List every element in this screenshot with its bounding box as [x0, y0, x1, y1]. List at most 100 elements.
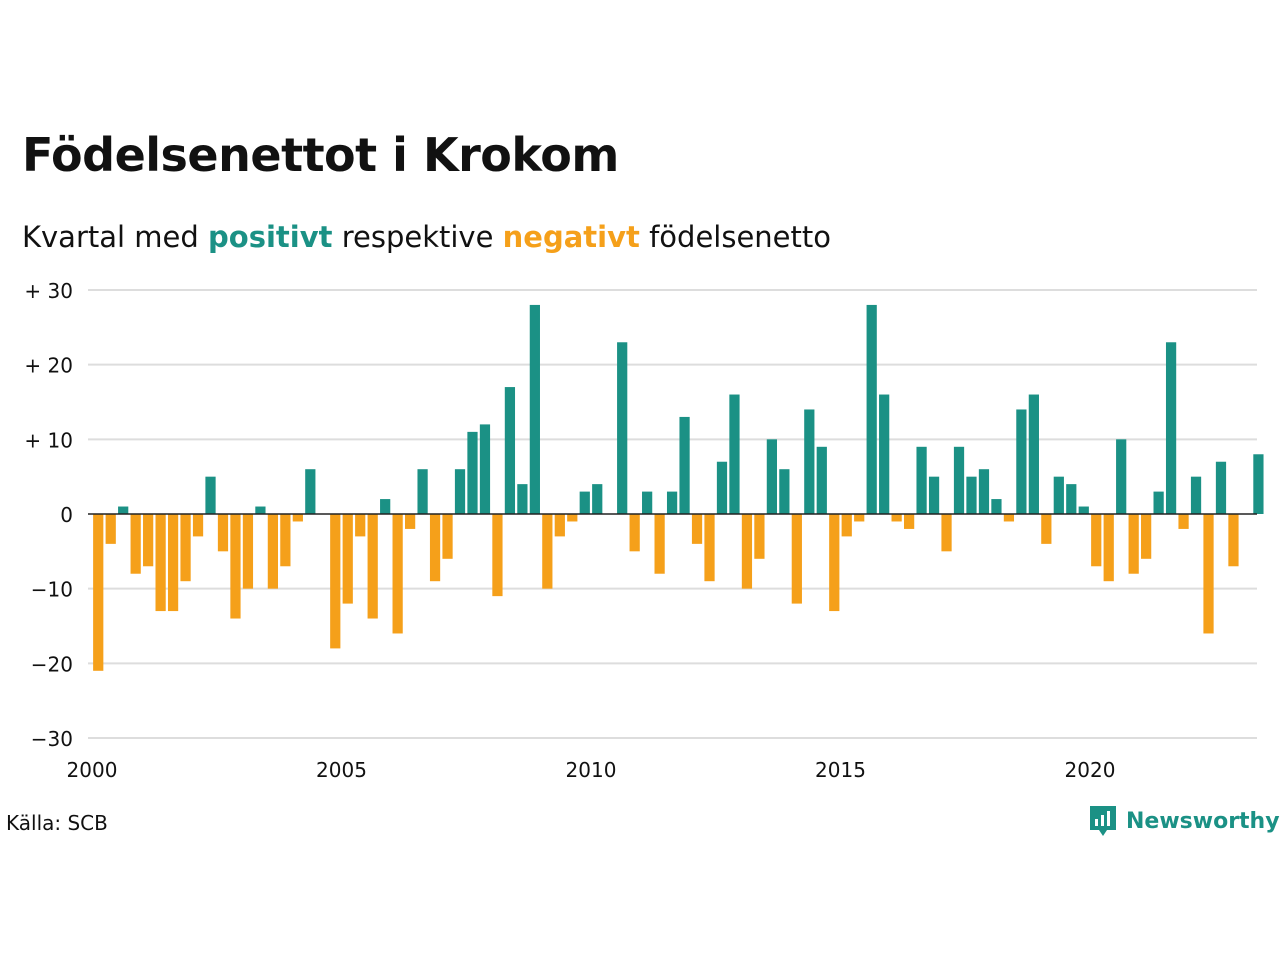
- chart-title: Födelsenettot i Krokom: [22, 128, 619, 182]
- subtitle-positive-word: positivt: [208, 220, 333, 254]
- bar-positive: [417, 469, 428, 514]
- bar-positive: [617, 342, 628, 514]
- bar-positive: [779, 469, 790, 514]
- bar-positive: [879, 394, 890, 514]
- bar-positive: [1215, 461, 1227, 514]
- bar-negative: [941, 514, 952, 552]
- bar-negative: [629, 514, 640, 552]
- bar-negative: [192, 514, 204, 537]
- bar-negative: [829, 514, 840, 612]
- subtitle-negative-word: negativt: [502, 220, 640, 254]
- axes: + 30 + 20 + 10 0 −10 −20 −30 2000 2005 2010 2015 20…: [24, 279, 1257, 782]
- bar-negative: [330, 514, 341, 649]
- chart-subtitle: Kvartal med positivt respektive negativt…: [22, 220, 831, 254]
- bar-positive: [966, 476, 977, 514]
- bar-positive: [1066, 484, 1077, 514]
- bar-negative: [1141, 514, 1152, 559]
- bar-positive: [642, 491, 653, 514]
- bar-positive: [866, 304, 877, 514]
- bar-negative: [242, 514, 254, 589]
- subtitle-prefix: Kvartal med: [22, 220, 209, 254]
- bar-positive: [766, 439, 777, 514]
- brand: Newsworthy: [1088, 804, 1280, 838]
- bar-negative: [93, 514, 104, 671]
- y-tick-label: −20: [31, 652, 73, 676]
- bar-positive: [729, 394, 740, 514]
- bar-positive: [1078, 506, 1089, 514]
- source-label: Källa: SCB: [6, 811, 108, 835]
- y-tick-label: 0: [60, 503, 73, 527]
- bar-positive: [978, 469, 990, 514]
- bar-negative: [554, 514, 565, 537]
- bar-negative: [280, 514, 291, 567]
- bar-negative: [567, 514, 578, 522]
- bar-negative: [542, 514, 553, 589]
- bar-positive: [454, 469, 466, 514]
- bar-negative: [442, 514, 453, 559]
- bar-positive: [467, 431, 478, 514]
- bar-negative: [267, 514, 278, 589]
- bar-positive: [205, 476, 216, 514]
- bar-negative: [654, 514, 665, 574]
- bar-negative: [355, 514, 366, 537]
- bar-negative: [143, 514, 154, 567]
- bars: [93, 304, 1264, 671]
- bar-positive: [504, 387, 516, 514]
- bar-positive: [529, 304, 540, 514]
- bar-positive: [380, 499, 391, 514]
- bar-positive: [1253, 454, 1264, 514]
- bar-positive: [1028, 394, 1039, 514]
- bar-positive: [679, 416, 690, 514]
- bar-positive: [1116, 439, 1127, 514]
- x-tick-label: 2005: [316, 758, 367, 782]
- bar-positive: [592, 484, 603, 514]
- bar-positive: [517, 484, 528, 514]
- y-tick-label: + 10: [24, 428, 73, 452]
- bar-positive: [1165, 342, 1177, 514]
- bar-positive: [991, 499, 1002, 514]
- x-tick-label: 2000: [67, 758, 118, 782]
- newsworthy-logo-icon: [1088, 804, 1118, 838]
- bar-positive: [479, 424, 491, 514]
- bar-positive: [666, 491, 678, 514]
- bar-positive: [579, 491, 590, 514]
- bar-negative: [891, 514, 902, 522]
- gridlines: [88, 289, 1257, 739]
- bar-negative: [1103, 514, 1114, 582]
- bar-negative: [704, 514, 715, 582]
- bar-negative: [180, 514, 191, 582]
- bar-negative: [217, 514, 229, 552]
- bar-negative: [230, 514, 241, 619]
- bar-positive: [1053, 476, 1064, 514]
- bar-negative: [167, 514, 179, 612]
- subtitle-middle: respektive: [332, 220, 503, 254]
- bar-positive: [305, 469, 316, 514]
- bar-negative: [155, 514, 166, 612]
- y-tick-label: + 20: [24, 354, 73, 378]
- bar-positive: [1190, 476, 1202, 514]
- bar-positive: [118, 506, 129, 514]
- bar-negative: [754, 514, 765, 559]
- bar-positive: [804, 409, 815, 514]
- bar-positive: [916, 446, 927, 514]
- bar-negative: [854, 514, 865, 522]
- x-tick-label: 2020: [1065, 758, 1116, 782]
- bar-negative: [691, 514, 703, 544]
- bar-negative: [342, 514, 353, 604]
- bar-negative: [741, 514, 753, 589]
- bar-positive: [716, 461, 728, 514]
- bar-negative: [405, 514, 416, 529]
- bar-chart: + 30 + 20 + 10 0 −10 −20 −30 2000 2005 2010 2015 20…: [24, 279, 1264, 782]
- bar-positive: [953, 446, 965, 514]
- bar-negative: [292, 514, 303, 522]
- y-tick-label: −10: [31, 578, 73, 602]
- bar-negative: [492, 514, 503, 597]
- bar-negative: [1178, 514, 1189, 529]
- subtitle-suffix: födelsenetto: [639, 220, 831, 254]
- bar-positive: [928, 476, 940, 514]
- bar-negative: [429, 514, 441, 582]
- bar-positive: [1016, 409, 1027, 514]
- bar-negative: [904, 514, 915, 529]
- bar-positive: [1153, 491, 1164, 514]
- bar-positive: [816, 446, 827, 514]
